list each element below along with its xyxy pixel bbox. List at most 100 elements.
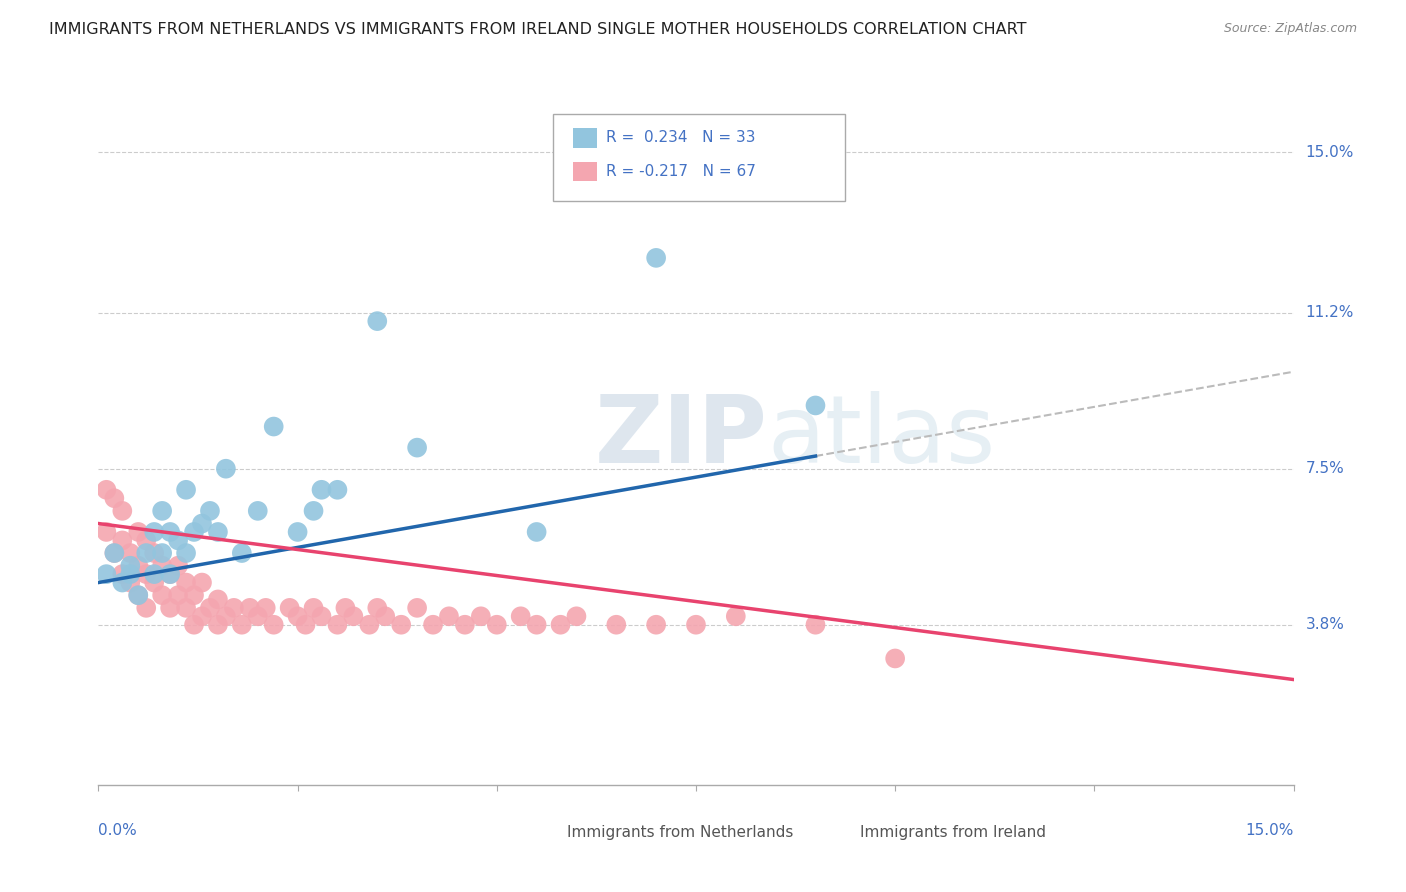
Point	[120, 546, 142, 560]
Point	[111, 567, 134, 582]
FancyBboxPatch shape	[827, 822, 852, 843]
Text: 15.0%: 15.0%	[1306, 145, 1354, 160]
Point	[127, 588, 149, 602]
Point	[159, 567, 181, 582]
Point	[135, 600, 157, 615]
Point	[389, 617, 412, 632]
Point	[150, 504, 173, 518]
Point	[183, 588, 205, 602]
Point	[326, 483, 349, 497]
Point	[342, 609, 364, 624]
Point	[366, 600, 388, 615]
Point	[159, 524, 181, 539]
Point	[143, 567, 166, 582]
Point	[191, 575, 214, 590]
Point	[263, 419, 285, 434]
Point	[422, 617, 444, 632]
Point	[366, 314, 388, 328]
Point	[150, 588, 173, 602]
FancyBboxPatch shape	[553, 113, 845, 201]
Point	[685, 617, 707, 632]
Point	[103, 546, 125, 560]
Point	[159, 600, 181, 615]
Text: 15.0%: 15.0%	[1246, 823, 1294, 838]
Point	[135, 546, 157, 560]
Text: ZIP: ZIP	[595, 391, 768, 483]
Point	[509, 609, 531, 624]
Point	[207, 617, 229, 632]
Point	[406, 600, 429, 615]
Point	[215, 609, 238, 624]
Point	[150, 558, 173, 573]
Point	[326, 617, 349, 632]
Point	[174, 575, 197, 590]
Point	[645, 251, 668, 265]
Text: 3.8%: 3.8%	[1306, 617, 1344, 632]
Point	[167, 588, 190, 602]
Point	[183, 617, 205, 632]
Point	[143, 524, 166, 539]
Point	[374, 609, 396, 624]
Point	[174, 483, 197, 497]
Point	[246, 504, 269, 518]
Point	[183, 524, 205, 539]
FancyBboxPatch shape	[534, 822, 558, 843]
Point	[174, 600, 197, 615]
Point	[246, 609, 269, 624]
Point	[287, 524, 309, 539]
Point	[167, 533, 190, 548]
Point	[485, 617, 508, 632]
Point	[143, 546, 166, 560]
Point	[565, 609, 588, 624]
Point	[550, 617, 572, 632]
Point	[645, 617, 668, 632]
Text: 0.0%: 0.0%	[98, 823, 138, 838]
Point	[302, 600, 325, 615]
Point	[127, 588, 149, 602]
Point	[254, 600, 277, 615]
Point	[207, 524, 229, 539]
Point	[437, 609, 460, 624]
Text: R = -0.217   N = 67: R = -0.217 N = 67	[606, 164, 756, 178]
Text: atlas: atlas	[768, 391, 995, 483]
FancyBboxPatch shape	[572, 161, 596, 181]
Point	[359, 617, 381, 632]
Point	[143, 575, 166, 590]
Point	[263, 617, 285, 632]
Point	[222, 600, 245, 615]
Point	[150, 546, 173, 560]
Text: 7.5%: 7.5%	[1306, 461, 1344, 476]
Point	[174, 546, 197, 560]
Point	[294, 617, 316, 632]
Point	[96, 567, 118, 582]
Point	[215, 461, 238, 475]
Text: Source: ZipAtlas.com: Source: ZipAtlas.com	[1223, 22, 1357, 36]
Point	[120, 567, 142, 582]
Point	[311, 609, 333, 624]
Point	[127, 558, 149, 573]
Point	[526, 524, 548, 539]
Point	[191, 609, 214, 624]
Point	[135, 567, 157, 582]
Point	[96, 524, 118, 539]
Point	[239, 600, 262, 615]
Text: Immigrants from Ireland: Immigrants from Ireland	[859, 825, 1046, 839]
Point	[103, 491, 125, 506]
Point	[103, 546, 125, 560]
Point	[198, 600, 221, 615]
Point	[135, 533, 157, 548]
Point	[120, 558, 142, 573]
Point	[191, 516, 214, 531]
Point	[287, 609, 309, 624]
FancyBboxPatch shape	[572, 128, 596, 148]
Point	[406, 441, 429, 455]
Point	[111, 533, 134, 548]
Point	[804, 399, 827, 413]
Point	[231, 617, 253, 632]
Point	[335, 600, 357, 615]
Point	[111, 504, 134, 518]
Point	[207, 592, 229, 607]
Point	[454, 617, 477, 632]
Point	[311, 483, 333, 497]
Point	[127, 524, 149, 539]
